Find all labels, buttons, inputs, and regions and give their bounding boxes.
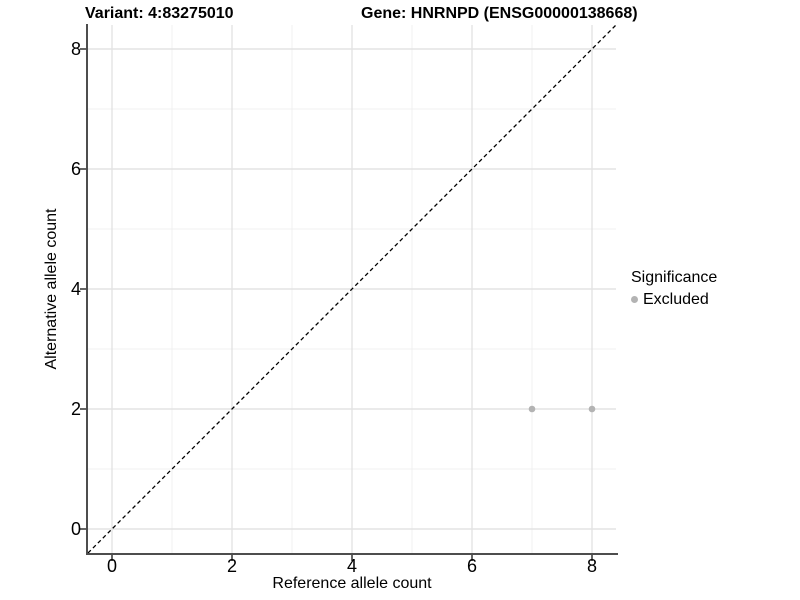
- y-tick-label: 2: [70, 399, 81, 419]
- plot-canvas: [80, 24, 618, 561]
- plot-title-variant: Variant: 4:83275010: [85, 5, 234, 22]
- y-tick-label: 4: [70, 279, 81, 299]
- legend-entry-label: Excluded: [643, 291, 709, 308]
- legend-title: Significance: [631, 269, 718, 286]
- data-point: [588, 405, 596, 413]
- y-tick-label: 6: [70, 159, 81, 179]
- y-axis-title: Alternative allele count: [43, 208, 60, 370]
- x-tick-label: 0: [106, 556, 117, 576]
- data-point: [528, 405, 536, 413]
- identity-dashed-line: [87, 24, 617, 554]
- plot-title-gene: Gene: HNRNPD (ENSG00000138668): [361, 5, 638, 22]
- y-tick-label: 8: [70, 39, 81, 59]
- x-tick-label: 2: [226, 556, 237, 576]
- x-tick-label: 6: [466, 556, 477, 576]
- legend: Significance Excluded: [631, 268, 717, 309]
- plot-panel: [80, 24, 618, 561]
- x-axis-title: Reference allele count: [272, 575, 432, 592]
- legend-key-dot-icon: [631, 296, 638, 303]
- x-tick-label: 4: [346, 556, 357, 576]
- legend-entry-excluded: Excluded: [631, 290, 717, 309]
- x-tick-label: 8: [586, 556, 597, 576]
- y-tick-label: 0: [70, 519, 81, 539]
